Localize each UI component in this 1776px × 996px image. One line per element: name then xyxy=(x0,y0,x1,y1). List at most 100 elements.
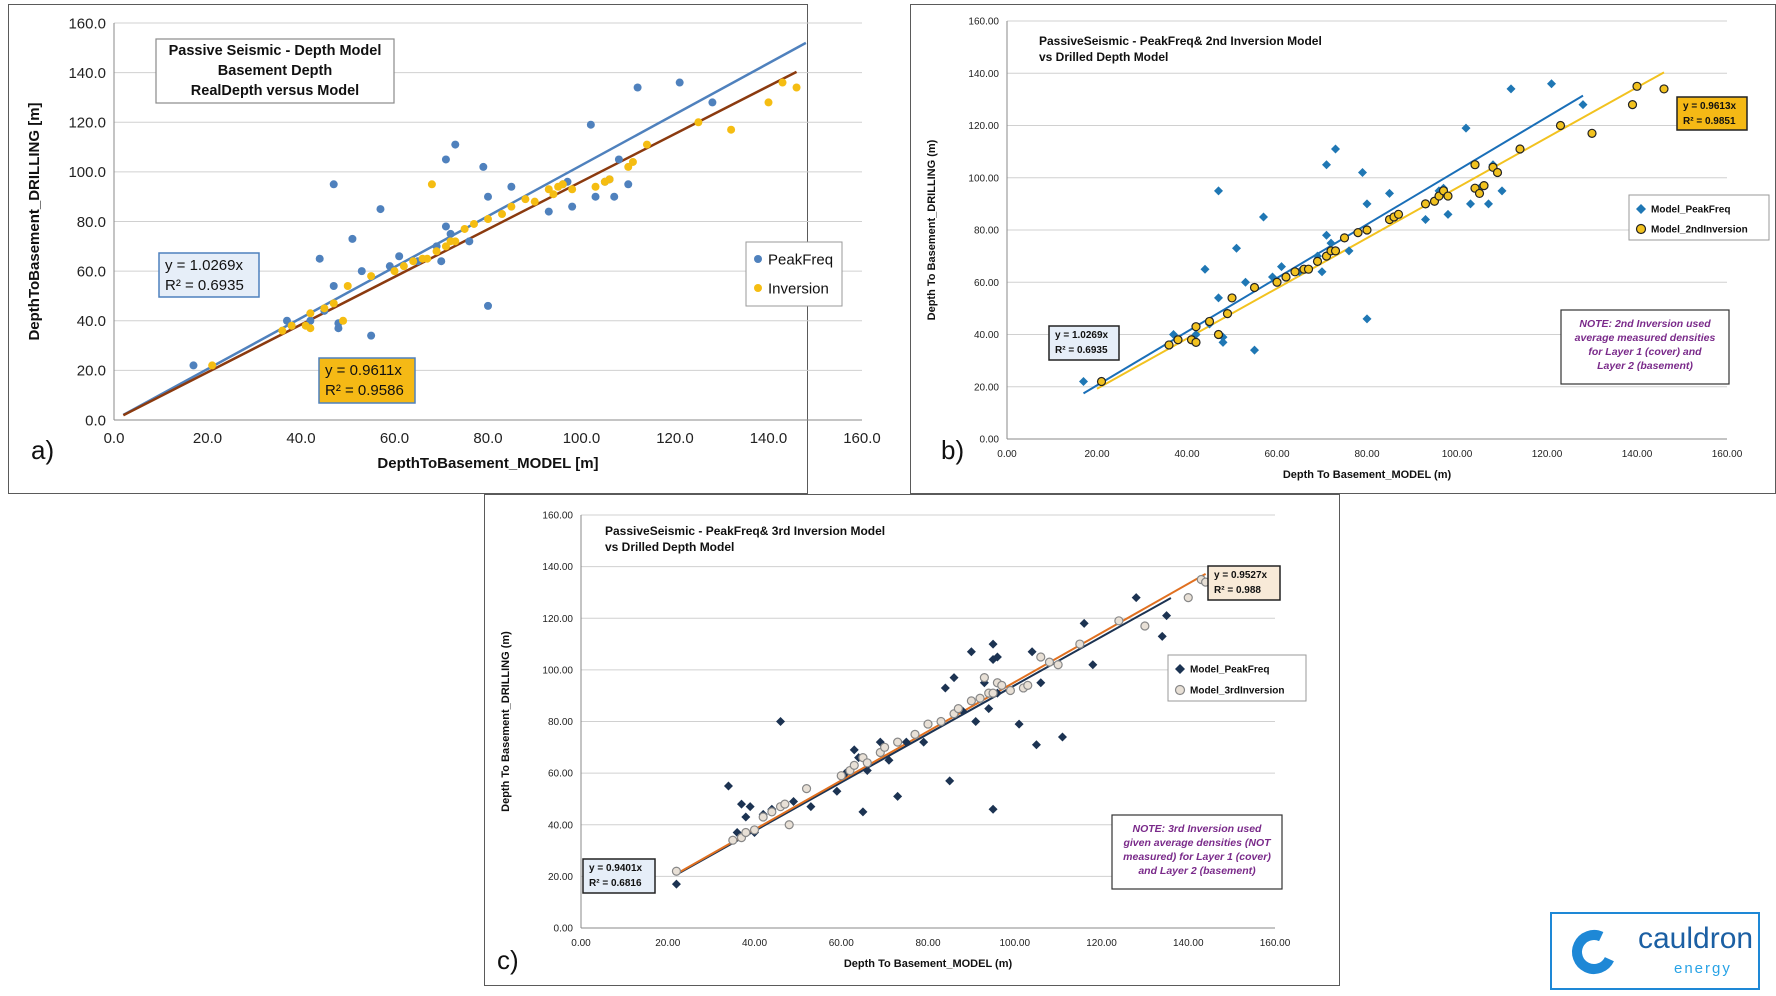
data-point-Model_PeakFreq xyxy=(745,802,755,812)
data-point-Model_3rdInversion xyxy=(862,758,872,768)
data-point-Inversion xyxy=(521,195,530,204)
trendline-2 xyxy=(122,70,798,417)
data-point-Model_2ndInversion xyxy=(1173,335,1183,345)
x-axis-label: Depth To Basement_MODEL (m) xyxy=(844,958,1013,970)
note-text: measured) for Layer 1 (cover) xyxy=(1123,851,1271,863)
data-point-PeakFreq xyxy=(484,301,492,310)
panel-a: 0.0 0.0 20.0 20.0 40.0 40.0 60.0 60.0 80.0 80.0 10… xyxy=(8,4,881,494)
y-tick-label: 80.00 xyxy=(974,226,999,237)
data-point-Model_3rdInversion xyxy=(923,719,933,729)
data-point-Inversion xyxy=(469,219,478,228)
data-point-Model_PeakFreq xyxy=(1014,719,1024,729)
data-point-Inversion xyxy=(792,83,801,92)
data-point-Model_3rdInversion xyxy=(1023,680,1033,690)
legend-label: Model_PeakFreq xyxy=(1651,205,1730,216)
data-point-Model_3rdInversion xyxy=(1140,621,1150,631)
data-point-Model_2ndInversion xyxy=(1164,340,1174,350)
data-point-PeakFreq xyxy=(348,234,357,243)
y-tick-label: 160.00 xyxy=(968,17,999,28)
data-point-PeakFreq xyxy=(614,155,623,164)
data-point-Model_PeakFreq xyxy=(1131,593,1141,603)
data-point-Model_2ndInversion xyxy=(1659,84,1669,94)
data-point-Model_3rdInversion xyxy=(953,703,963,714)
data-point-Model_PeakFreq xyxy=(1200,264,1210,274)
y-axis-label: DepthToBasement_DRILLING [m] xyxy=(26,102,43,340)
y-tick-label: 140.00 xyxy=(968,69,999,80)
x-tick-label: 160.00 xyxy=(1260,938,1291,949)
data-point-Inversion xyxy=(427,180,436,189)
equation-text: y = 0.9611x xyxy=(325,362,402,379)
x-tick-label: 80.00 xyxy=(1354,449,1379,460)
panel-b: 0.00 0.00 20.00 20.00 40.00 40.00 60.00 60.00 80… xyxy=(910,4,1776,494)
panel-c: 0.00 0.00 20.00 20.00 40.00 40.00 60.00 60.00 80… xyxy=(484,494,1340,986)
note-box xyxy=(1560,309,1730,385)
y-tick-label: 0.00 xyxy=(554,924,574,935)
data-point-Model_3rdInversion xyxy=(966,696,976,706)
data-point-Model_2ndInversion xyxy=(1515,144,1525,154)
data-point-Model_2ndInversion xyxy=(1272,277,1282,287)
data-point-Inversion xyxy=(432,247,441,256)
data-point-PeakFreq xyxy=(675,78,684,87)
data-point-PeakFreq xyxy=(633,83,642,92)
data-point-Model_PeakFreq xyxy=(1214,186,1223,196)
data-point-Model_3rdInversion xyxy=(1075,639,1085,649)
panel-letter-b: b) xyxy=(941,435,965,465)
x-tick-label: 140.0 xyxy=(750,430,788,447)
data-point-Model_2ndInversion xyxy=(1281,272,1291,282)
y-tick-label: 120.00 xyxy=(542,614,573,625)
data-point-Model_PeakFreq xyxy=(1322,160,1331,170)
data-point-Model_PeakFreq xyxy=(949,673,959,683)
data-point-Model_PeakFreq xyxy=(958,706,968,716)
x-tick-label: 0.00 xyxy=(571,938,591,949)
data-point-Model_3rdInversion xyxy=(893,737,903,747)
chart-title-line: Basement Depth xyxy=(218,63,332,79)
data-point-Model_2ndInversion xyxy=(1632,81,1642,91)
data-point-Inversion xyxy=(605,175,614,184)
data-point-PeakFreq xyxy=(395,252,404,261)
data-point-Model_PeakFreq xyxy=(671,879,681,889)
data-point-PeakFreq xyxy=(189,361,198,370)
legend-marker xyxy=(1635,223,1647,235)
logo-mark-icon xyxy=(1572,930,1616,974)
x-tick-label: 40.00 xyxy=(742,938,767,949)
data-point-Model_PeakFreq xyxy=(776,717,786,726)
legend-marker xyxy=(1175,664,1185,674)
data-point-Model_PeakFreq xyxy=(736,799,746,809)
data-point-Inversion xyxy=(694,118,703,127)
x-tick-label: 160.0 xyxy=(843,430,881,447)
x-tick-label: 140.00 xyxy=(1622,449,1653,460)
y-tick-label: 160.0 xyxy=(68,15,106,32)
data-point-Model_PeakFreq xyxy=(1385,188,1394,198)
data-point-Model_3rdInversion xyxy=(936,716,946,727)
data-point-Inversion xyxy=(558,180,567,189)
data-point-Model_2ndInversion xyxy=(1470,160,1480,170)
data-point-Model_2ndInversion xyxy=(1393,209,1404,219)
data-point-Model_3rdInversion xyxy=(975,693,985,703)
x-tick-label: 20.00 xyxy=(655,938,680,949)
data-point-Model_2ndInversion xyxy=(1555,120,1566,131)
data-point-Model_3rdInversion xyxy=(741,827,751,838)
logo-sub: energy xyxy=(1674,960,1732,977)
note-text: for Layer 1 (cover) and xyxy=(1588,346,1702,358)
x-tick-label: 120.0 xyxy=(656,430,694,447)
cauldron-energy-logo: cauldron energy xyxy=(1550,912,1760,990)
data-point-Model_PeakFreq xyxy=(966,647,976,657)
panel-letter-a: a) xyxy=(31,435,55,465)
data-point-Inversion xyxy=(367,272,376,281)
y-tick-label: 40.0 xyxy=(77,313,106,330)
y-tick-label: 140.00 xyxy=(542,562,573,573)
data-point-Model_2ndInversion xyxy=(1204,316,1215,327)
equation-box-2 xyxy=(318,357,416,404)
note-text: average measured densities xyxy=(1575,332,1716,344)
data-point-Model_PeakFreq xyxy=(1214,293,1223,303)
y-tick-label: 0.0 xyxy=(85,412,106,429)
data-point-PeakFreq xyxy=(334,324,343,333)
data-point-Model_PeakFreq xyxy=(732,827,742,837)
data-point-Model_PeakFreq xyxy=(893,791,903,801)
data-point-Model_PeakFreq xyxy=(849,745,859,755)
legend-marker xyxy=(754,255,762,263)
data-point-Model_PeakFreq xyxy=(1506,84,1516,94)
data-point-PeakFreq xyxy=(507,182,516,191)
data-point-Model_PeakFreq xyxy=(1079,377,1088,387)
data-point-Model_3rdInversion xyxy=(728,835,738,845)
